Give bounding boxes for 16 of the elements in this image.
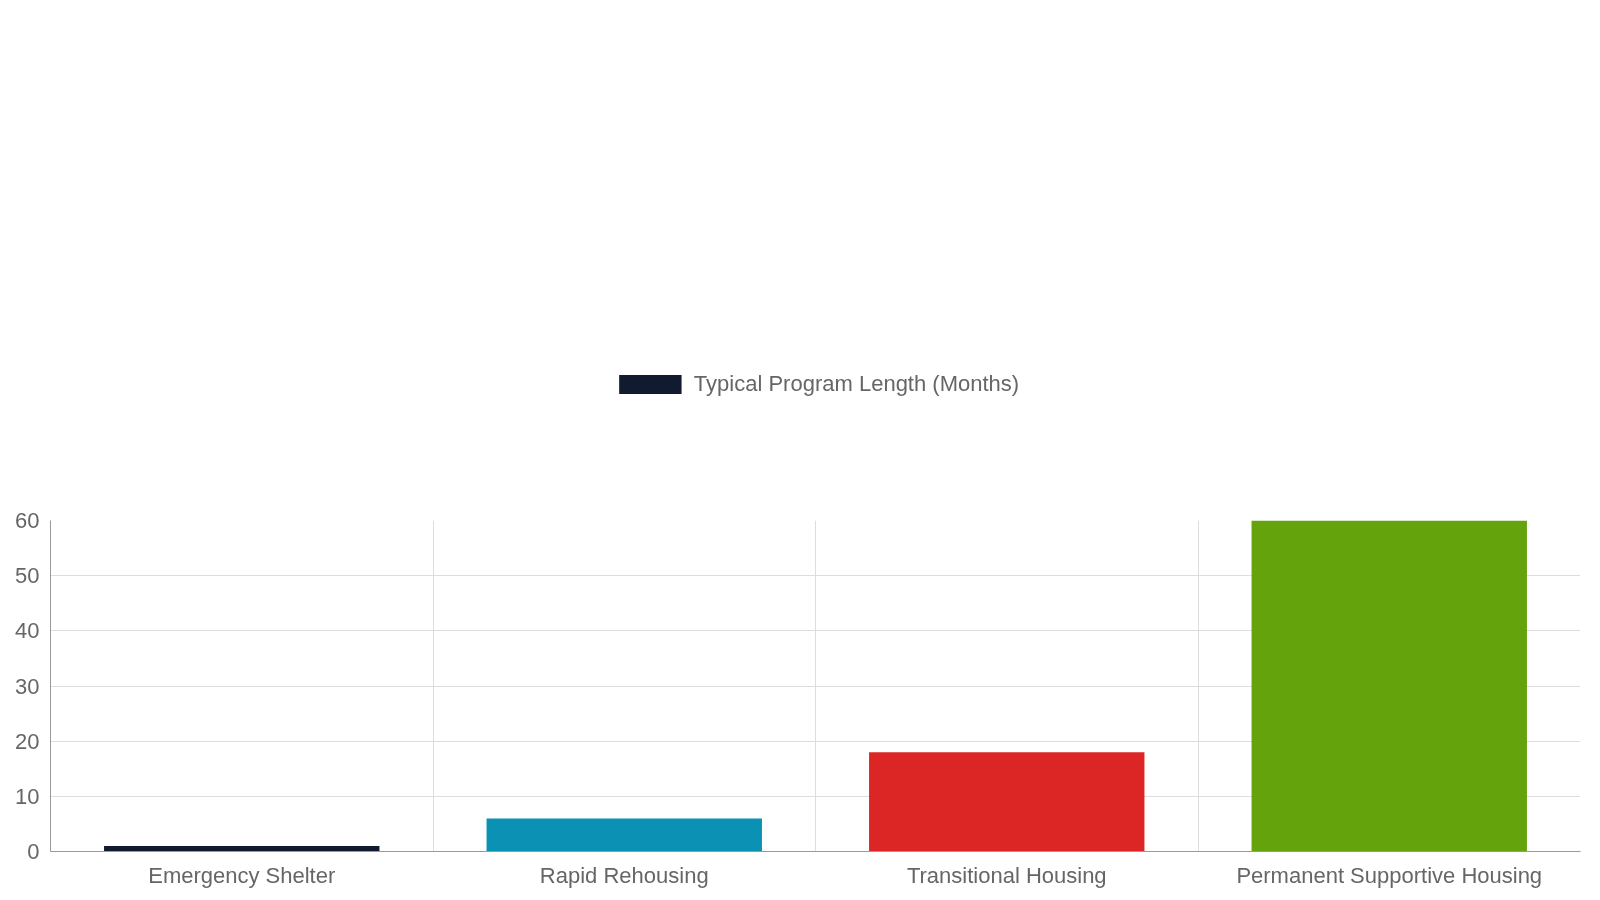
x-tick-label: Rapid Rehousing bbox=[539, 862, 709, 888]
bar bbox=[486, 818, 762, 852]
bar bbox=[1251, 520, 1527, 852]
bar bbox=[869, 752, 1145, 852]
y-tick-label: 10 bbox=[15, 783, 40, 809]
y-tick-label: 40 bbox=[15, 618, 40, 644]
x-tick-label: Emergency Shelter bbox=[148, 862, 336, 888]
y-tick-label: 50 bbox=[15, 563, 40, 589]
y-tick-label: 30 bbox=[15, 673, 40, 699]
x-tick-label: Transitional Housing bbox=[906, 862, 1107, 888]
y-tick-label: 0 bbox=[27, 839, 40, 864]
x-tick-label: Permanent Supportive Housing bbox=[1236, 862, 1543, 888]
y-tick-label: 20 bbox=[15, 728, 40, 754]
bar bbox=[104, 845, 380, 852]
legend-label: Typical Program Length (Months) bbox=[693, 370, 1020, 397]
y-tick-label: 60 bbox=[15, 508, 40, 533]
